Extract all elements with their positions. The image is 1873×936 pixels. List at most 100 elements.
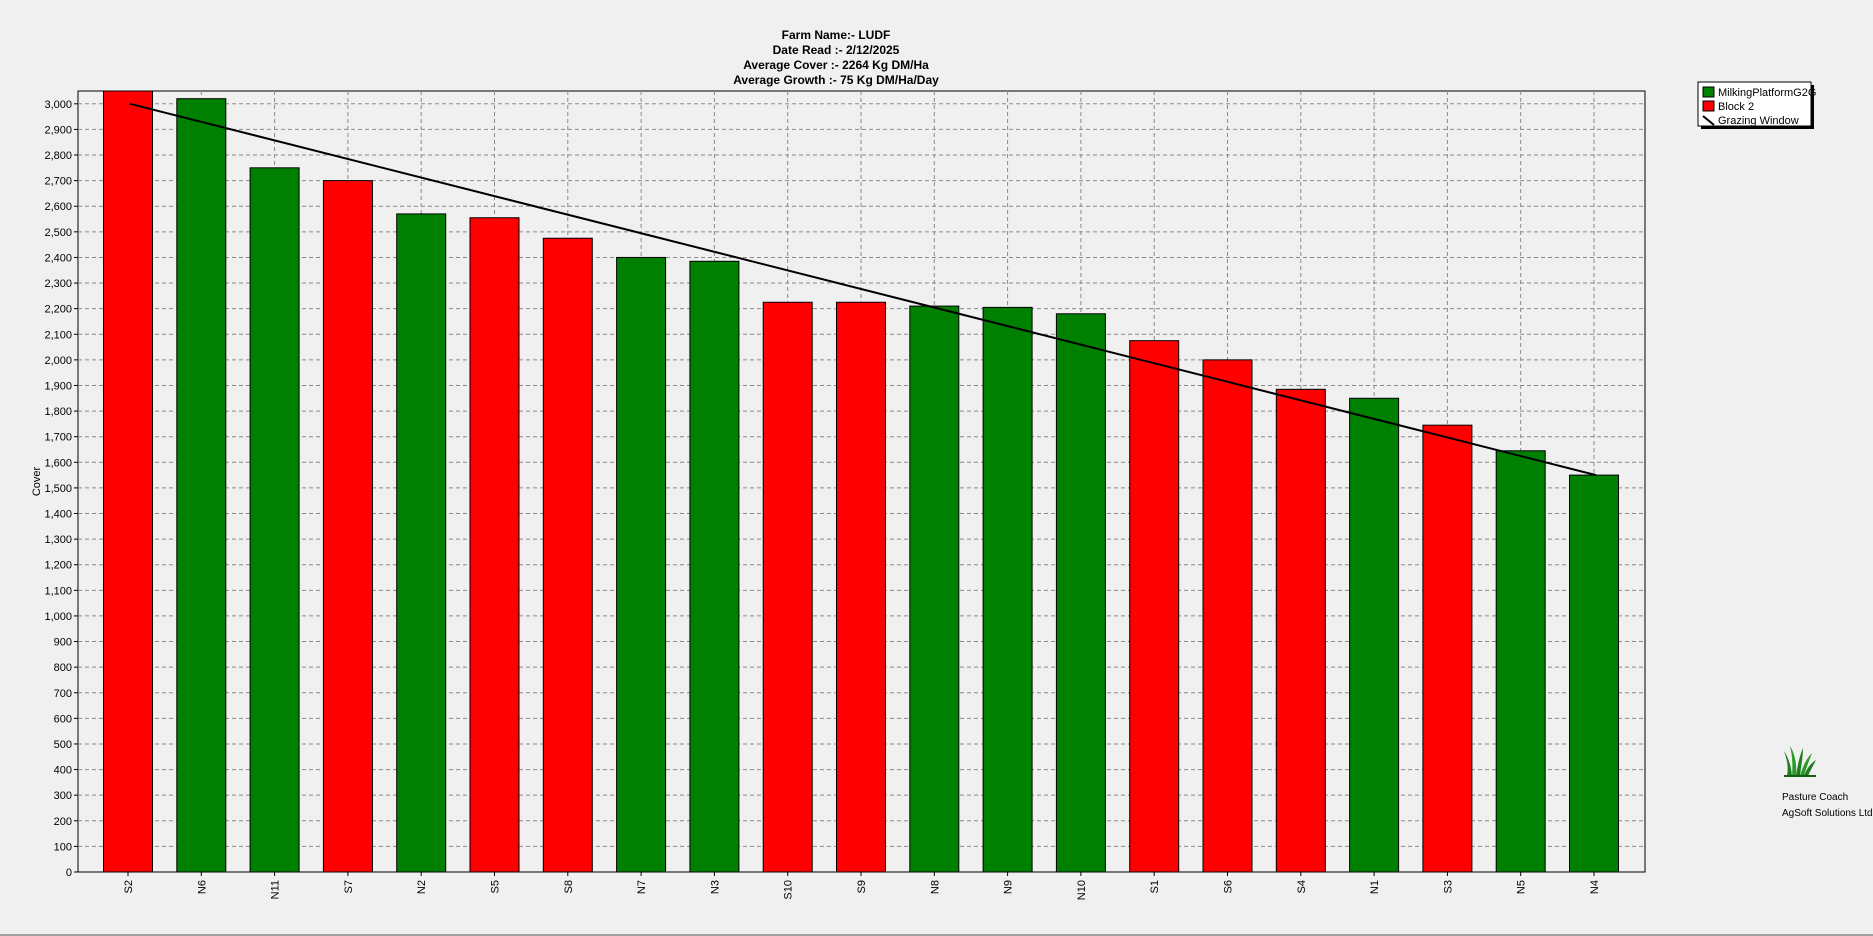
legend-swatch-line bbox=[1702, 115, 1715, 126]
x-tick-label: S2 bbox=[123, 880, 135, 893]
x-tick-label: N6 bbox=[196, 880, 208, 894]
bar-S3 bbox=[1422, 424, 1473, 873]
y-tick-label: 800 bbox=[54, 662, 72, 674]
y-tick-label: 300 bbox=[54, 790, 72, 802]
x-axis: S2 N6 N11 S7 N2 S5 S8 N7 N3 S10 S9 N8 N9 N10 S1 S6 S4 N1 S… bbox=[123, 872, 1601, 900]
legend-entry-2: Grazing Window bbox=[1718, 115, 1799, 127]
legend-entry-1: Block 2 bbox=[1718, 101, 1754, 113]
bar-S7 bbox=[322, 180, 373, 873]
grazing-window-segment bbox=[129, 102, 1597, 477]
y-axis-label: Cover bbox=[31, 466, 43, 496]
y-tick-label: 1,900 bbox=[44, 380, 72, 392]
bar-N5 bbox=[1495, 450, 1546, 873]
legend-entry-0: MilkingPlatformG2G bbox=[1718, 87, 1816, 99]
bar-S2 bbox=[103, 90, 153, 873]
legend-swatch-1 bbox=[1702, 100, 1715, 112]
grass-icon bbox=[1784, 746, 1816, 777]
bar-S1 bbox=[1129, 340, 1180, 873]
legend-swatch-0 bbox=[1702, 86, 1715, 98]
x-tick-label: N1 bbox=[1369, 880, 1381, 894]
window-bottom-border bbox=[0, 934, 1873, 936]
x-tick-label: S4 bbox=[1296, 880, 1308, 893]
y-tick-label: 2,900 bbox=[44, 124, 72, 136]
y-tick-label: 2,100 bbox=[44, 329, 72, 341]
y-tick-label: 2,300 bbox=[44, 278, 72, 290]
title-line-1: Farm Name:- LUDF bbox=[782, 28, 891, 42]
legend-box bbox=[1697, 81, 1812, 127]
grazing-window-line bbox=[129, 102, 1597, 477]
y-tick-label: 2,800 bbox=[44, 150, 72, 162]
y-tick-label: 2,400 bbox=[44, 252, 72, 264]
bar-N1 bbox=[1349, 397, 1400, 873]
title-line-4: Average Growth :- 75 Kg DM/Ha/Day bbox=[733, 73, 939, 87]
brand-line-2: AgSoft Solutions Ltd bbox=[1782, 808, 1873, 819]
y-tick-label: 500 bbox=[54, 739, 72, 751]
bar-S10 bbox=[762, 301, 813, 873]
y-axis-title: Cover bbox=[31, 466, 43, 496]
y-tick-label: 2,000 bbox=[44, 355, 72, 367]
bar-N3 bbox=[689, 260, 740, 873]
branding: Pasture Coach AgSoft Solutions Ltd bbox=[1782, 743, 1873, 833]
x-tick-label: N8 bbox=[929, 880, 941, 894]
y-tick-label: 200 bbox=[54, 816, 72, 828]
y-tick-label: 600 bbox=[54, 713, 72, 725]
y-tick-label: 900 bbox=[54, 637, 72, 649]
y-tick-label: 1,200 bbox=[44, 560, 72, 572]
bar-N6 bbox=[176, 98, 227, 873]
x-tick-label: S1 bbox=[1149, 880, 1161, 893]
bar-S9 bbox=[836, 301, 886, 873]
x-tick-label: S3 bbox=[1442, 880, 1454, 893]
y-tick-label: 100 bbox=[54, 841, 72, 853]
y-tick-label: 3,000 bbox=[44, 99, 72, 111]
x-tick-label: N2 bbox=[416, 880, 428, 894]
y-tick-label: 1,100 bbox=[44, 585, 72, 597]
y-tick-label: 2,200 bbox=[44, 304, 72, 316]
bar-N8 bbox=[909, 305, 960, 873]
brand-line-1: Pasture Coach bbox=[1782, 792, 1849, 803]
x-tick-label: N10 bbox=[1076, 880, 1088, 900]
y-tick-label: 2,500 bbox=[44, 227, 72, 239]
bar-S6 bbox=[1202, 359, 1253, 873]
y-tick-label: 0 bbox=[66, 867, 72, 879]
x-tick-label: S9 bbox=[856, 880, 868, 893]
y-axis: 0 100 200 300 400 500 600 700 800 900 1,000 1,100 1,… bbox=[44, 99, 78, 879]
y-tick-label: 1,300 bbox=[44, 534, 72, 546]
bar-N11 bbox=[249, 167, 300, 873]
y-tick-label: 1,800 bbox=[44, 406, 72, 418]
y-tick-label: 1,500 bbox=[44, 483, 72, 495]
x-tick-label: N4 bbox=[1589, 880, 1601, 894]
title-line-3: Average Cover :- 2264 Kg DM/Ha bbox=[743, 58, 929, 72]
x-tick-label: S5 bbox=[490, 880, 502, 893]
x-tick-label: N5 bbox=[1516, 880, 1528, 894]
x-tick-label: N7 bbox=[636, 880, 648, 894]
bar-S8 bbox=[542, 237, 593, 873]
x-tick-label: S6 bbox=[1223, 880, 1235, 893]
y-tick-label: 700 bbox=[54, 688, 72, 700]
x-tick-label: N9 bbox=[1003, 880, 1015, 894]
bar-N9 bbox=[982, 306, 1033, 873]
legend: MilkingPlatformG2G Block 2 Grazing Window bbox=[1697, 81, 1816, 129]
x-tick-label: S8 bbox=[563, 880, 575, 893]
bar-N10 bbox=[1055, 313, 1106, 873]
y-tick-label: 1,600 bbox=[44, 457, 72, 469]
x-tick-label: N11 bbox=[270, 880, 282, 899]
y-tick-label: 2,700 bbox=[44, 176, 72, 188]
bar-N4 bbox=[1569, 474, 1619, 873]
y-tick-label: 1,400 bbox=[44, 509, 72, 521]
bar-S5 bbox=[469, 217, 520, 873]
bar-S4 bbox=[1275, 388, 1326, 873]
bar-N2 bbox=[396, 213, 447, 873]
title-line-2: Date Read :- 2/12/2025 bbox=[773, 43, 900, 57]
y-tick-label: 1,700 bbox=[44, 432, 72, 444]
y-tick-label: 2,600 bbox=[44, 201, 72, 213]
x-tick-label: N3 bbox=[709, 880, 721, 894]
y-tick-label: 1,000 bbox=[44, 611, 72, 623]
bars bbox=[103, 90, 1619, 873]
x-tick-label: S7 bbox=[343, 880, 355, 893]
bar-N7 bbox=[616, 256, 667, 873]
y-tick-label: 400 bbox=[54, 765, 72, 777]
x-tick-label: S10 bbox=[783, 880, 795, 900]
